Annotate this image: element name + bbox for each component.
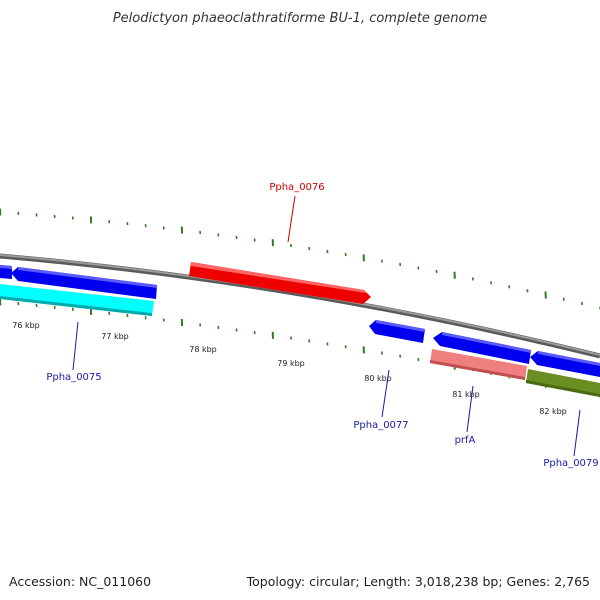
tick-label-82kbp: 82 kbp xyxy=(539,407,567,416)
gene-ppha_0075-upstream-fragment[interactable] xyxy=(0,265,12,279)
tick-label-79kbp: 79 kbp xyxy=(277,359,305,368)
tick-label-76kbp: 76 kbp xyxy=(12,321,40,330)
axis-tick-labels: 76 kbp 77 kbp 78 kbp 79 kbp 80 kbp 81 kb… xyxy=(12,321,567,416)
leader-ppha_0076 xyxy=(287,195,296,243)
leader-ppha_0079 xyxy=(573,409,581,457)
gene-label-ppha_0075[interactable]: Ppha_0075 xyxy=(46,372,101,383)
tick-label-77kbp: 77 kbp xyxy=(101,332,129,341)
gene-prfa[interactable] xyxy=(430,349,527,380)
gene-label-prfa[interactable]: prfA xyxy=(455,435,476,446)
map-title: Pelodictyon phaeoclathratiforme BU-1, co… xyxy=(113,11,487,26)
gene-reverse-1[interactable] xyxy=(11,267,157,299)
leader-ppha_0077 xyxy=(381,369,390,418)
gene-prfa-neighbor[interactable] xyxy=(433,332,531,364)
gene-ppha_0077[interactable] xyxy=(369,320,425,343)
gene-label-ppha_0079[interactable]: Ppha_0079 xyxy=(543,458,598,469)
outer-tick-ring xyxy=(0,208,600,310)
tick-label-80kbp: 80 kbp xyxy=(364,374,392,383)
topology-text: Topology: circular; Length: 3,018,238 bp… xyxy=(246,574,590,589)
gene-label-leaders xyxy=(72,195,581,457)
accession-text: Accession: NC_011060 xyxy=(9,574,151,589)
gene-label-ppha_0077[interactable]: Ppha_0077 xyxy=(353,420,408,431)
tick-label-78kbp: 78 kbp xyxy=(189,345,217,354)
leader-prfa xyxy=(466,385,474,433)
gene-ppha_0079[interactable] xyxy=(526,369,600,397)
gene-ppha_0076[interactable] xyxy=(189,262,371,304)
leader-ppha_0075 xyxy=(72,321,79,371)
gene-label-ppha_0076[interactable]: Ppha_0076 xyxy=(269,182,324,193)
gene-ppha_0075[interactable] xyxy=(0,284,154,316)
tick-label-81kbp: 81 kbp xyxy=(452,390,480,399)
gene-reverse-right[interactable] xyxy=(530,351,600,377)
